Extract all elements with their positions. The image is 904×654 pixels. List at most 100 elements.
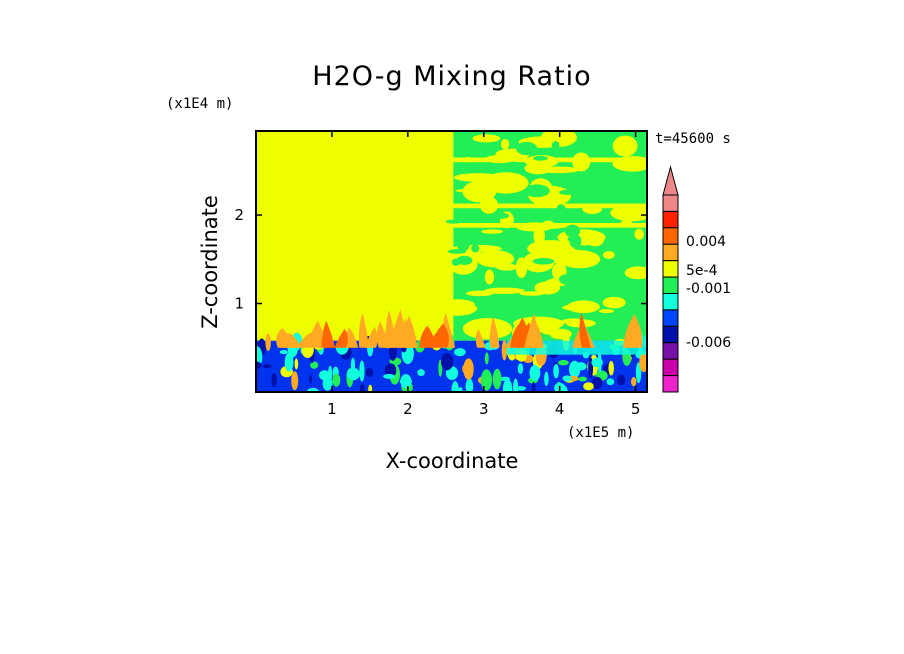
yellow-patch <box>572 152 591 172</box>
green-patch <box>524 184 550 198</box>
yellow-patch <box>517 223 566 230</box>
plume <box>382 332 392 348</box>
green-patch <box>608 170 627 184</box>
colorbar-label: -0.001 <box>686 281 731 297</box>
surface-streak <box>365 367 374 377</box>
yellow-patch <box>527 240 575 258</box>
surface-streak <box>265 333 271 352</box>
surface-streak <box>484 352 489 365</box>
surface-streak <box>454 348 466 357</box>
surface-streak <box>440 353 454 371</box>
surface-streak <box>383 373 395 379</box>
green-patch <box>533 155 548 161</box>
green-patch <box>456 237 470 252</box>
yellow-patch <box>500 139 510 150</box>
x-tick-label: 4 <box>555 400 565 418</box>
surface-streak <box>499 376 511 382</box>
y-axis-label: Z-coordinate <box>198 195 222 329</box>
plot-frame <box>255 130 648 393</box>
surface-streak <box>256 361 262 370</box>
green-patch <box>515 141 538 156</box>
y-tick-label: 2 <box>234 206 244 224</box>
green-patch <box>569 283 578 291</box>
yellow-patch <box>612 156 647 172</box>
colorbar-swatch <box>662 325 679 344</box>
plume <box>429 323 449 348</box>
plume <box>623 314 643 348</box>
x-axis-label: X-coordinate <box>386 449 519 473</box>
surface-streak <box>492 368 502 390</box>
surface-streak <box>617 374 626 386</box>
surface-streak <box>558 359 569 366</box>
surface-streak <box>591 357 603 368</box>
green-patch <box>506 161 522 171</box>
surface-streak <box>544 371 549 387</box>
y-axis-ticks: 12 <box>234 206 647 313</box>
plume <box>276 327 297 348</box>
colorbar-swatch <box>662 243 679 262</box>
green-patch <box>599 181 610 193</box>
surface-streak <box>502 379 513 392</box>
x-tick-label: 2 <box>403 400 413 418</box>
green-patch <box>619 242 631 249</box>
green-patch <box>619 184 633 197</box>
surface-streak <box>517 363 524 374</box>
yellow-patch <box>559 250 601 269</box>
green-patch <box>558 273 579 285</box>
yellow-patch <box>453 173 502 182</box>
yellow-patch <box>612 135 638 157</box>
yellow-patch <box>472 134 501 143</box>
colorbar-swatch <box>662 375 679 393</box>
surface-streak <box>359 360 365 382</box>
surface-streak <box>307 387 319 392</box>
surface-streak <box>480 369 493 391</box>
plume <box>402 317 412 348</box>
mixing-ratio-field <box>256 131 647 392</box>
x-tick-label: 3 <box>479 400 489 418</box>
green-patch <box>532 257 555 265</box>
surface-streak <box>501 340 508 361</box>
plume <box>475 328 486 348</box>
surface-streak <box>639 352 647 373</box>
yellow-patch <box>602 251 615 259</box>
yellow-patch <box>628 209 647 220</box>
yellow-patch <box>582 203 603 215</box>
surface-streak <box>328 365 333 383</box>
plume <box>321 329 331 348</box>
yellow-patch <box>540 131 577 147</box>
plume <box>358 312 369 348</box>
yellow-patch <box>480 329 492 334</box>
surface-streak <box>310 361 319 369</box>
surface-streak <box>562 375 572 382</box>
surface-streak <box>591 376 603 390</box>
y-tick-label: 1 <box>234 295 244 313</box>
plume <box>344 327 359 348</box>
chart-title: H2O-g Mixing Ratio <box>312 61 591 92</box>
time-label: t=45600 s <box>655 131 731 147</box>
green-patch <box>456 255 473 266</box>
colorbar-swatch <box>662 342 679 360</box>
yellow-patch <box>519 291 545 296</box>
yellow-patch <box>634 228 644 240</box>
surface-streak <box>417 369 425 377</box>
surface-streak <box>529 367 536 375</box>
surface-streak <box>463 358 474 380</box>
plume <box>489 316 500 348</box>
surface-streak <box>606 378 615 386</box>
yellow-patch <box>598 309 615 314</box>
colorbar-swatch <box>662 309 679 327</box>
yellow-patch <box>481 229 504 234</box>
surface-streak <box>583 382 594 391</box>
colorbar-swatch <box>662 227 679 245</box>
yellow-patch <box>620 219 633 227</box>
yellow-patch <box>462 180 497 203</box>
surface-streak <box>332 373 341 387</box>
surface-streak <box>515 386 526 391</box>
surface-streak <box>284 352 294 372</box>
colorbar-swatch <box>662 276 679 295</box>
x-unit-label: (x1E5 m) <box>567 425 634 441</box>
green-patch <box>445 219 462 224</box>
yellow-patch <box>484 287 525 294</box>
colorbar: 0.004 5e-4 -0.001 -0.006 <box>662 165 731 393</box>
x-axis-ticks: 1 2 3 4 5 <box>327 131 640 418</box>
